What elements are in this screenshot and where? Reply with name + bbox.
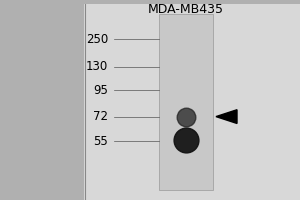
Text: MDA-MB435: MDA-MB435 [148, 3, 224, 16]
Text: 95: 95 [93, 84, 108, 97]
Text: 55: 55 [93, 135, 108, 148]
Text: 250: 250 [86, 33, 108, 46]
Point [184, 139, 188, 142]
FancyBboxPatch shape [84, 4, 300, 200]
FancyBboxPatch shape [159, 14, 213, 190]
Text: 72: 72 [93, 110, 108, 123]
Text: 130: 130 [86, 60, 108, 73]
Point [184, 115, 188, 118]
Polygon shape [216, 110, 237, 123]
